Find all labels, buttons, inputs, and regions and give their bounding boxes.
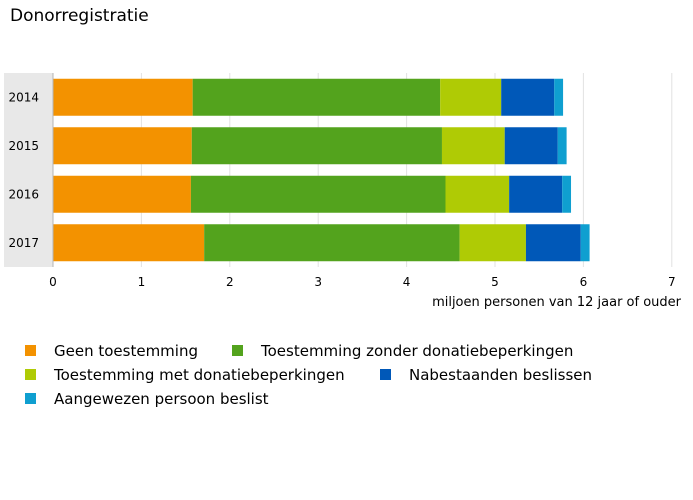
legend-label: Geen toestemming — [54, 342, 198, 360]
bar-2015-series-4 — [504, 127, 558, 165]
x-tick-label: 6 — [580, 275, 588, 289]
x-tick-label: 0 — [49, 275, 57, 289]
legend-swatch — [380, 368, 391, 380]
bar-2015-series-2 — [191, 127, 442, 165]
bar-2016-series-2 — [190, 175, 446, 213]
legend-swatch — [25, 344, 36, 356]
bar-2014-series-5 — [554, 78, 564, 116]
x-axis-title: miljoen personen van 12 jaar of ouder — [432, 295, 682, 310]
x-tick-label: 4 — [403, 275, 411, 289]
legend-item: Aangewezen persoon beslist — [25, 390, 269, 408]
bar-2015-series-1 — [53, 127, 192, 165]
legend-item: Nabestaanden beslissen — [380, 366, 592, 384]
category-axis-band — [4, 73, 53, 267]
stacked-bar-chart: 2014 2015 2016 2017 0 1 2 3 4 5 6 7 miljoen personen… — [4, 73, 682, 310]
legend-label: Aangewezen persoon beslist — [54, 390, 269, 408]
legend-item: Geen toestemming — [25, 342, 198, 360]
bar-2017-series-2 — [204, 224, 460, 262]
y-tick-label: 2015 — [8, 139, 39, 153]
bar-2016-series-1 — [53, 175, 191, 213]
bar-2017-series-1 — [53, 224, 205, 262]
bar-2015-series-5 — [557, 127, 567, 165]
legend-swatch — [232, 344, 243, 356]
bar-2015-series-3 — [441, 127, 505, 165]
bar-2016-series-3 — [445, 175, 510, 213]
bar-2017-series-4 — [525, 224, 581, 262]
legend-label: Toestemming zonder donatiebeperkingen — [261, 342, 574, 360]
bar-2014-series-4 — [501, 78, 555, 116]
bar-2016-series-4 — [509, 175, 563, 213]
bar-2017-series-5 — [580, 224, 590, 262]
bar-2017-series-3 — [459, 224, 526, 262]
bar-2014-series-2 — [192, 78, 441, 116]
x-tick-label: 5 — [491, 275, 499, 289]
chart-title: Donorregistratie — [10, 6, 149, 26]
legend-swatch — [25, 392, 36, 404]
y-tick-label: 2017 — [8, 236, 39, 250]
legend-item: Toestemming met donatiebeperkingen — [25, 366, 345, 384]
x-tick-label: 7 — [668, 275, 676, 289]
x-tick-label: 3 — [314, 275, 322, 289]
x-tick-label: 1 — [138, 275, 146, 289]
legend-item: Toestemming zonder donatiebeperkingen — [232, 342, 573, 360]
y-tick-label: 2016 — [8, 187, 39, 201]
legend-swatch — [25, 368, 36, 380]
y-tick-label: 2014 — [8, 90, 39, 104]
x-tick-label: 2 — [226, 275, 234, 289]
bar-2014-series-3 — [440, 78, 502, 116]
legend-label: Nabestaanden beslissen — [409, 366, 593, 384]
bar-2014-series-1 — [53, 78, 193, 116]
bar-2016-series-5 — [562, 175, 572, 213]
legend-label: Toestemming met donatiebeperkingen — [54, 366, 345, 384]
